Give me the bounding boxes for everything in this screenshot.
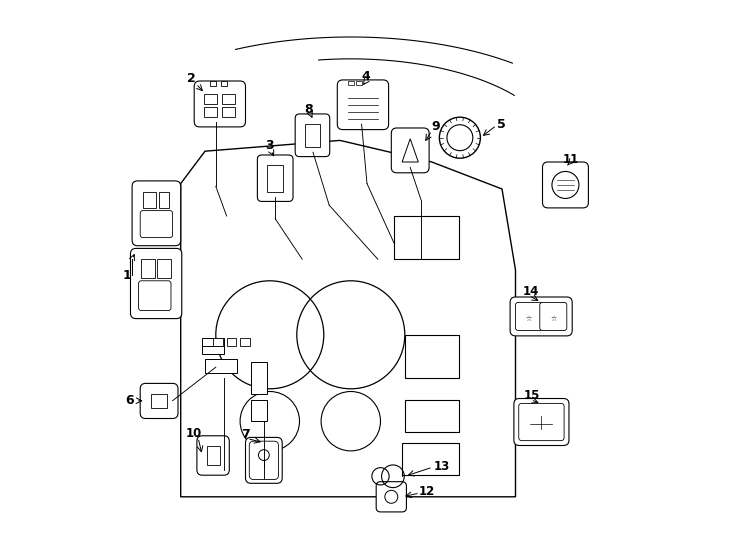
- FancyBboxPatch shape: [338, 80, 388, 130]
- Bar: [204, 94, 217, 104]
- Text: ☆: ☆: [550, 315, 556, 322]
- Bar: [213, 338, 223, 346]
- FancyBboxPatch shape: [195, 81, 245, 127]
- Text: 13: 13: [433, 460, 450, 472]
- Text: 8: 8: [305, 103, 313, 116]
- Bar: [206, 446, 219, 465]
- Bar: [267, 165, 283, 192]
- Text: 7: 7: [241, 428, 250, 441]
- PathPatch shape: [181, 140, 515, 497]
- FancyBboxPatch shape: [539, 302, 567, 330]
- FancyBboxPatch shape: [519, 403, 564, 441]
- Bar: [221, 81, 227, 86]
- Bar: [203, 338, 224, 346]
- Bar: [404, 335, 459, 378]
- FancyBboxPatch shape: [250, 441, 278, 480]
- Text: 12: 12: [418, 485, 435, 498]
- Bar: [204, 107, 217, 117]
- Bar: [251, 400, 267, 421]
- Bar: [305, 124, 320, 147]
- Bar: [205, 359, 237, 373]
- FancyBboxPatch shape: [140, 383, 178, 418]
- Text: 14: 14: [523, 285, 539, 298]
- Bar: [159, 192, 169, 208]
- Bar: [151, 394, 167, 408]
- FancyBboxPatch shape: [131, 248, 182, 319]
- Text: 5: 5: [496, 118, 505, 131]
- Bar: [211, 81, 216, 86]
- FancyBboxPatch shape: [391, 128, 429, 173]
- Bar: [158, 259, 171, 278]
- Bar: [356, 81, 362, 85]
- FancyBboxPatch shape: [245, 437, 282, 483]
- Bar: [143, 192, 156, 208]
- Bar: [222, 107, 235, 117]
- Text: 3: 3: [266, 139, 274, 152]
- Bar: [251, 362, 267, 394]
- FancyBboxPatch shape: [197, 436, 229, 475]
- FancyBboxPatch shape: [542, 162, 589, 208]
- FancyBboxPatch shape: [510, 297, 573, 336]
- FancyBboxPatch shape: [140, 211, 172, 238]
- FancyBboxPatch shape: [514, 399, 569, 445]
- Bar: [348, 81, 354, 85]
- Bar: [222, 94, 235, 104]
- FancyBboxPatch shape: [139, 281, 171, 310]
- Text: 9: 9: [432, 120, 440, 133]
- Bar: [141, 259, 155, 278]
- Bar: [227, 338, 236, 346]
- Bar: [404, 400, 459, 432]
- FancyBboxPatch shape: [258, 155, 293, 201]
- Text: ☆: ☆: [526, 315, 532, 322]
- Text: 15: 15: [524, 389, 540, 402]
- Bar: [203, 346, 224, 354]
- FancyBboxPatch shape: [132, 181, 181, 246]
- FancyBboxPatch shape: [295, 114, 330, 157]
- Text: 6: 6: [125, 394, 134, 407]
- Text: 1: 1: [123, 269, 131, 282]
- Bar: [240, 338, 250, 346]
- FancyBboxPatch shape: [377, 482, 407, 512]
- Text: 2: 2: [187, 72, 196, 85]
- Bar: [394, 216, 459, 259]
- FancyBboxPatch shape: [515, 302, 542, 330]
- Text: 11: 11: [562, 153, 578, 166]
- Text: 4: 4: [362, 70, 370, 83]
- Bar: [402, 443, 459, 475]
- Text: 10: 10: [186, 427, 203, 440]
